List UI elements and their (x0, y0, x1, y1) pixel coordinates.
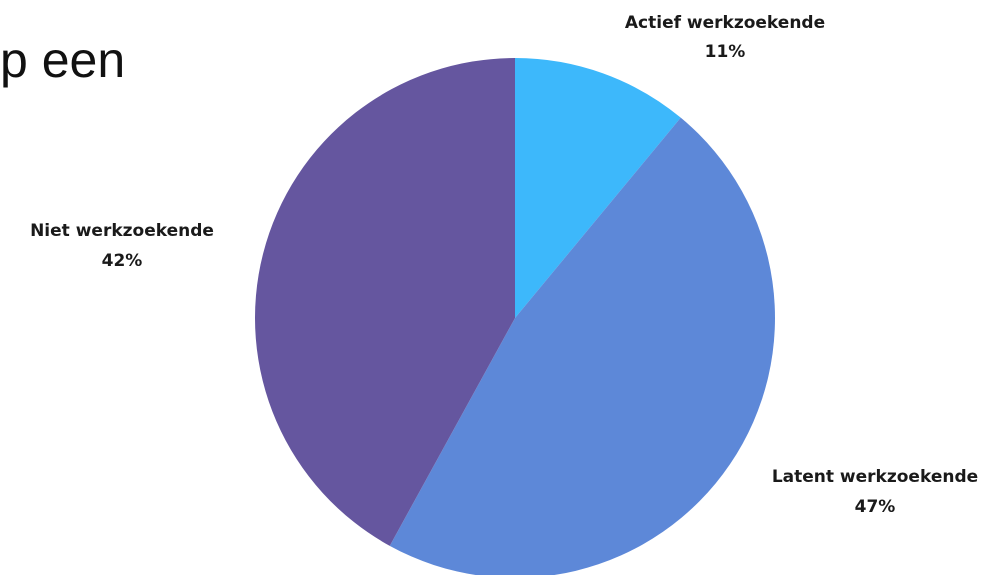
slice-label-latent-value: 47% (855, 497, 896, 517)
pie-slice-actief (515, 58, 681, 318)
slice-label-latent-name: Latent werkzoekende (772, 467, 978, 487)
slice-label-niet: Niet werkzoekende 42% (30, 221, 214, 271)
slice-label-niet-name: Niet werkzoekende (30, 221, 214, 241)
slice-label-actief-value: 11% (705, 42, 746, 62)
slice-label-actief-name: Actief werkzoekende (625, 13, 825, 33)
pie-slice-niet (254, 58, 515, 546)
cropped-heading-text: p een (0, 32, 126, 88)
pie-slices (254, 58, 775, 575)
slice-label-actief: Actief werkzoekende 11% (625, 13, 825, 62)
slice-label-niet-value: 42% (102, 251, 143, 271)
pie-slice-latent (389, 117, 775, 575)
slice-label-latent: Latent werkzoekende 47% (772, 467, 978, 517)
